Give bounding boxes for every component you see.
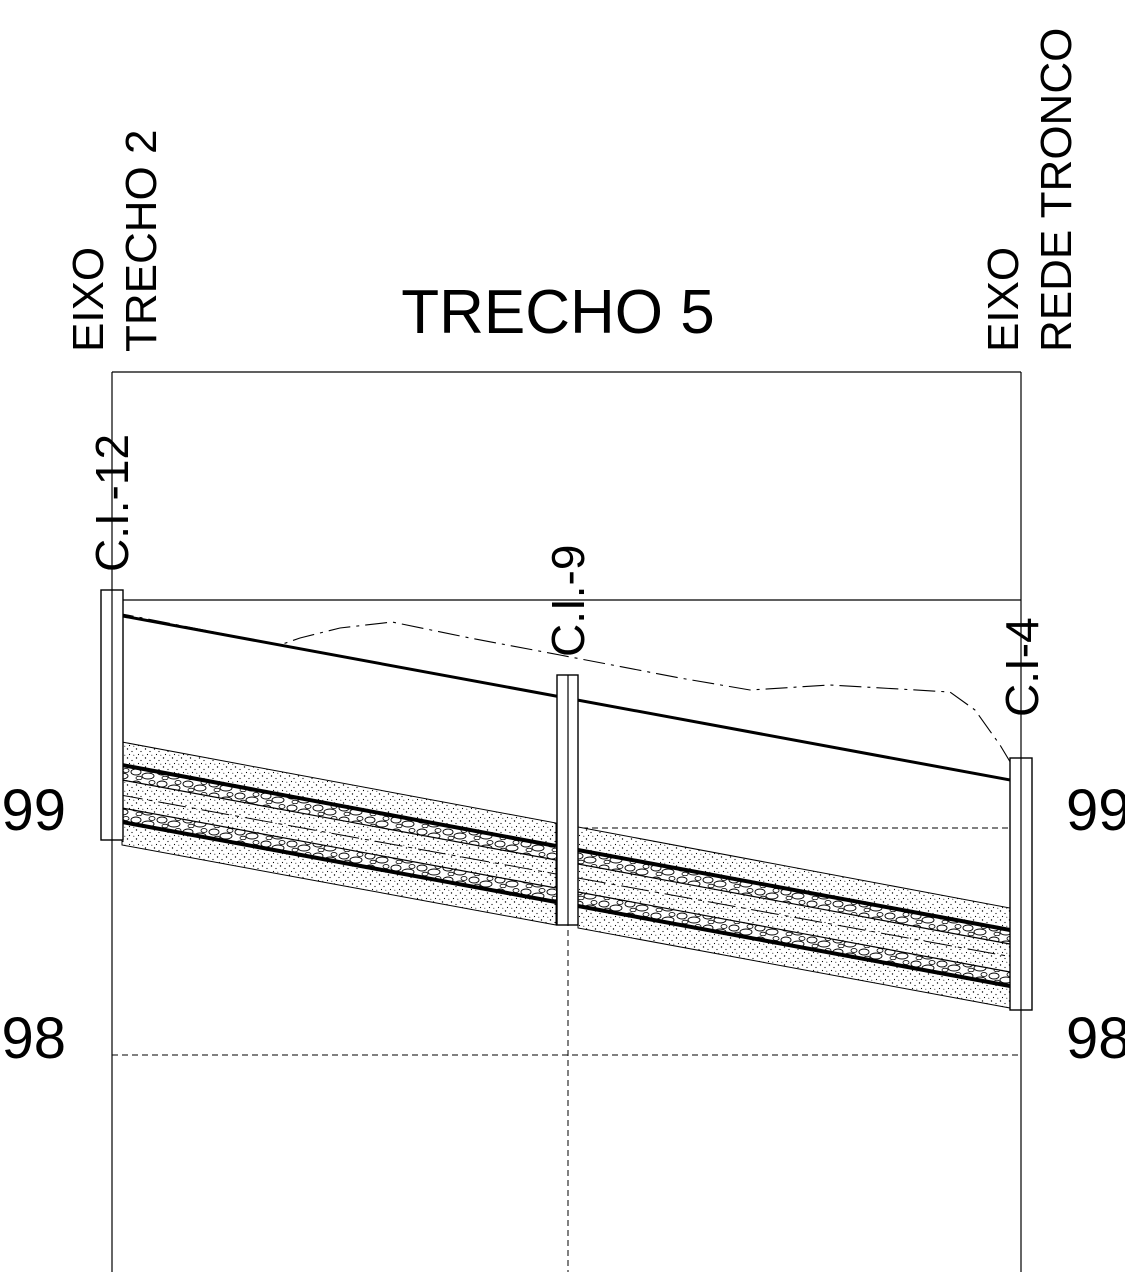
chamber-label-ci-9: C.I.-9 — [542, 545, 594, 657]
terrain-line — [111, 611, 1016, 771]
elevation-right-99: 99 — [1066, 778, 1125, 843]
right-axis-label: EIXO REDE TRONCO — [979, 28, 1081, 352]
elevation-left-98: 98 — [1, 1006, 66, 1071]
section-title: TRECHO 5 — [401, 278, 714, 347]
right-axis-line2: REDE TRONCO — [1032, 28, 1081, 352]
right-axis-line1: EIXO — [979, 247, 1028, 352]
elevation-right-98: 98 — [1066, 1006, 1125, 1071]
gravel-layers — [122, 765, 1010, 986]
left-axis-line1: EIXO — [64, 247, 113, 352]
chamber-label-ci-4: C.I-4 — [996, 617, 1048, 717]
inspection-chamber-ci-12 — [100, 589, 124, 841]
inspection-chamber-ci-4 — [1009, 757, 1033, 1011]
inspection-chamber-ci-9 — [556, 674, 579, 926]
chamber-label-ci-12: C.I.-12 — [86, 434, 138, 572]
left-axis-label: EIXO TRECHO 2 — [64, 130, 166, 352]
elevation-left-99: 99 — [1, 778, 66, 843]
left-axis-line2: TRECHO 2 — [117, 130, 166, 352]
pipe — [114, 763, 1019, 988]
